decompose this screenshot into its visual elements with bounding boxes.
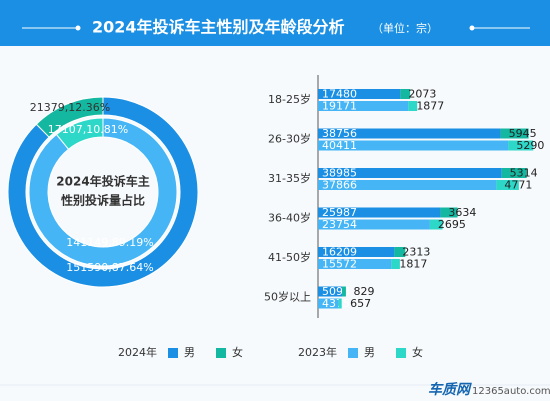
category-label: 18-25岁 [268, 92, 311, 106]
bar-segment [391, 259, 400, 269]
bar-segment [318, 207, 441, 218]
bar-segment [501, 168, 527, 178]
legend-label: 女 [232, 345, 243, 359]
legend-swatch [348, 348, 358, 358]
category-label: 26-30岁 [268, 132, 311, 146]
legend-label: 男 [184, 346, 195, 359]
donut-label: 151590,87.64% [66, 261, 153, 274]
bar-segment [338, 298, 342, 309]
watermark-url: 12365auto.com [472, 386, 550, 397]
header-decoration [75, 25, 81, 31]
center-label: 性别投诉量占比 [60, 193, 145, 208]
bar-label: 40411 [322, 139, 357, 152]
bar-label: 15572 [322, 258, 357, 271]
legend-group: 2023年 [298, 345, 337, 359]
title: 2024年投诉车主性别及年龄段分析 [92, 18, 345, 37]
bar-label: 829 [354, 285, 375, 298]
bar-segment [318, 101, 409, 111]
donut-segment [7, 96, 199, 288]
donut-label: 141149,89.19% [66, 236, 153, 249]
bar-segment [496, 180, 519, 190]
header-decoration [469, 25, 475, 31]
bar-label: 37866 [322, 179, 357, 192]
center-label: 2024年投诉车主 [56, 174, 149, 189]
legend-swatch [216, 348, 226, 358]
bar-label: 1817 [399, 258, 427, 271]
bar-label: 5945 [509, 127, 537, 140]
donut-segment [55, 117, 104, 150]
bar-label: 3634 [448, 206, 476, 219]
bar-segment [318, 247, 395, 257]
bar-segment [429, 219, 443, 230]
bar-segment [400, 89, 411, 99]
watermark-logo: 车质网 [428, 381, 472, 398]
category-label: 50岁以上 [264, 290, 311, 304]
donut-segment [35, 96, 104, 138]
bar-segment [318, 128, 501, 139]
bar-label: 25987 [322, 206, 357, 219]
bar-segment [394, 247, 406, 257]
legend-group: 2024年 [118, 345, 157, 359]
category-label: 41-50岁 [268, 250, 311, 264]
category-label: 36-40岁 [268, 211, 311, 225]
bar-segment [342, 286, 346, 297]
bar-label: 16209 [322, 246, 357, 259]
bar-label: 23754 [322, 218, 357, 231]
bar-segment [318, 286, 343, 297]
category-label: 31-35岁 [268, 171, 311, 185]
bar-segment [508, 140, 534, 151]
bar-segment [440, 207, 458, 218]
legend-swatch [396, 348, 406, 358]
legend-label: 男 [364, 346, 375, 359]
donut-label: 17107,10.81% [48, 123, 128, 136]
bar-label: 4771 [504, 179, 532, 192]
bar-label: 657 [350, 297, 371, 310]
bar-label: 4375 [322, 297, 350, 310]
bar-label: 5290 [516, 139, 544, 152]
legend-swatch [168, 348, 178, 358]
bar-segment [318, 219, 430, 230]
bar-segment [500, 128, 529, 139]
bar-label: 38985 [322, 167, 357, 180]
bar-label: 17480 [322, 88, 357, 101]
bar-segment [408, 101, 418, 111]
donut-label: 21379,12.36% [30, 101, 110, 114]
header-band [0, 0, 550, 46]
bar-segment [318, 259, 392, 269]
bar-segment [318, 89, 401, 99]
unit: （单位：宗） [372, 21, 438, 35]
bar-label: 1877 [416, 100, 444, 113]
bar-label: 2695 [438, 218, 466, 231]
legend-label: 女 [412, 345, 423, 359]
bar-segment [318, 140, 509, 151]
donut-segment [28, 117, 178, 267]
bar-label: 19171 [322, 100, 357, 113]
bar-label: 2073 [408, 88, 436, 101]
bar-label: 5314 [510, 167, 538, 180]
bar-segment [318, 168, 502, 178]
bar-segment [318, 298, 339, 309]
bar-label: 2313 [402, 246, 430, 259]
bar-segment [318, 180, 497, 190]
bar-label: 38756 [322, 127, 357, 140]
